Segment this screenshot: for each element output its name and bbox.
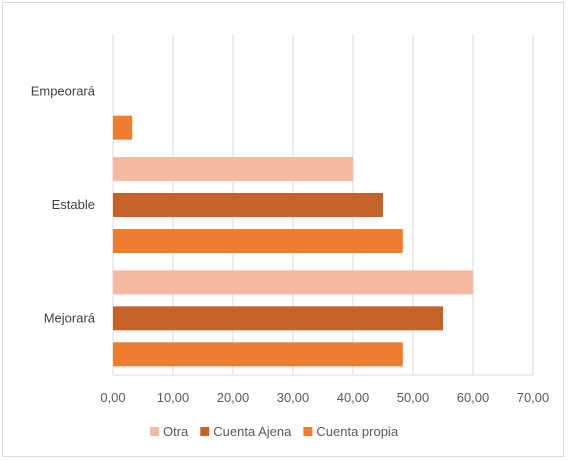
legend-swatch: [200, 427, 210, 436]
legend: Otra Cuenta Ajena Cuenta propia: [150, 424, 399, 439]
x-tick-label: 60,00: [457, 390, 490, 405]
category-label: Empeorará: [31, 84, 96, 99]
bar-cuenta-propia: [113, 229, 403, 253]
x-tick-label: 40,00: [337, 390, 370, 405]
category-label: Estable: [52, 197, 95, 212]
bar-otra: [113, 157, 353, 181]
legend-label: Cuenta Ajena: [213, 424, 292, 439]
x-tick-label: 30,00: [277, 390, 310, 405]
bar-cuenta-ajena: [113, 306, 443, 331]
x-tick-label: 10,00: [157, 390, 190, 405]
legend-swatch: [303, 427, 313, 436]
category-labels: Empeorará Estable Mejorará: [31, 84, 96, 326]
x-tick-labels: 0,00 10,00 20,00 30,00 40,00 50,00 60,00 70,00: [100, 390, 549, 405]
category-label: Mejorará: [44, 310, 96, 325]
bar-cuenta-propia: [113, 115, 133, 140]
x-tick-label: 70,00: [517, 390, 550, 405]
bar-cuenta-ajena: [113, 193, 383, 217]
legend-label: Cuenta propia: [316, 424, 398, 439]
bars: [113, 115, 473, 367]
bar-otra: [113, 270, 473, 295]
legend-swatch: [150, 427, 159, 436]
x-tick-label: 20,00: [217, 390, 250, 405]
x-tick-label: 0,00: [100, 390, 125, 405]
bar-cuenta-propia: [113, 342, 403, 367]
legend-label: Otra: [163, 424, 189, 439]
x-tick-label: 50,00: [397, 390, 430, 405]
